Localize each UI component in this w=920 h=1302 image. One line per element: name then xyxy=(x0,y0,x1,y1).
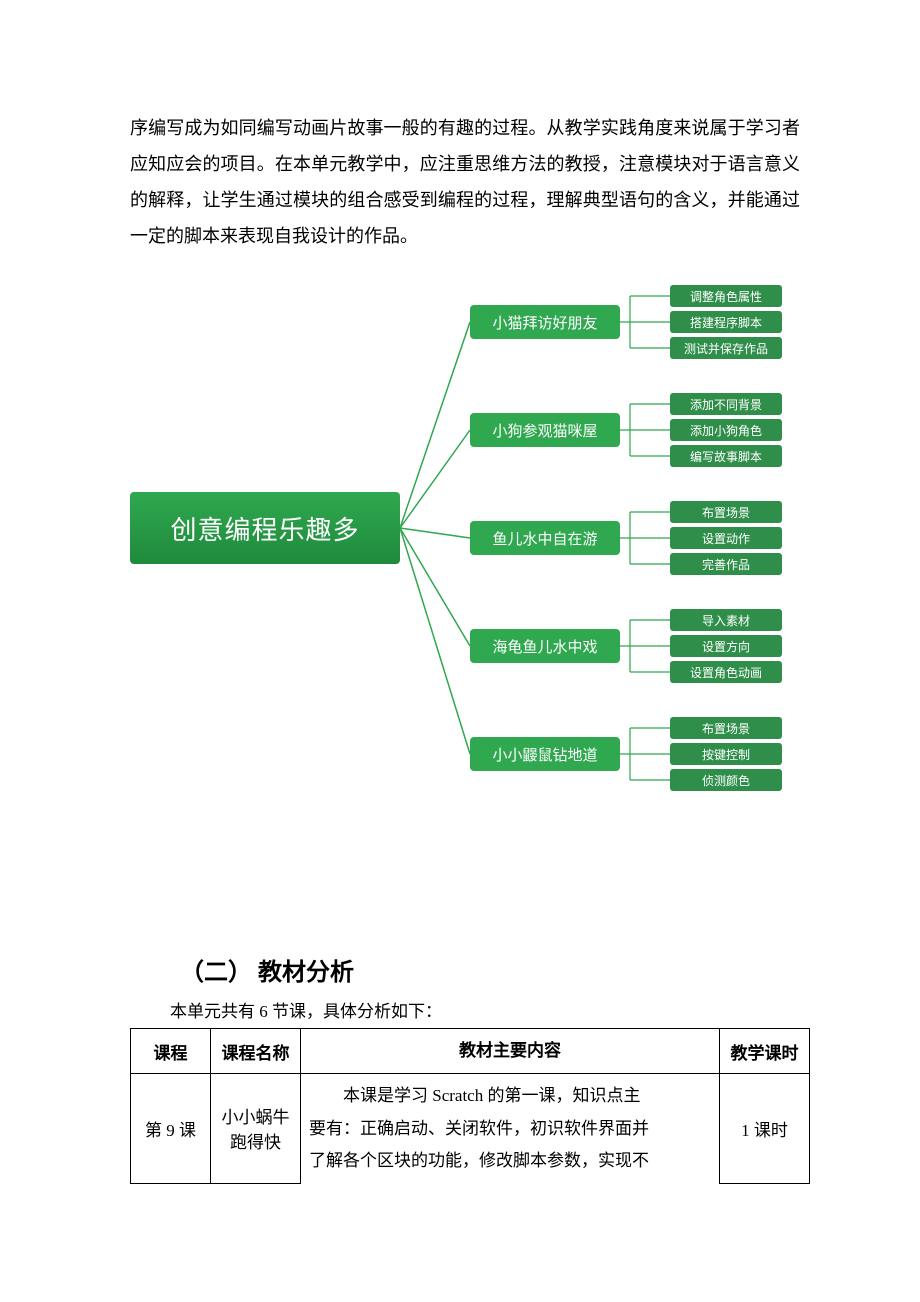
cell-hours: 1 课时 xyxy=(720,1074,810,1183)
section-2-heading: （二） 教材分析 xyxy=(180,952,800,987)
content-line: 了解各个区块的功能，修改脚本参数，实现不 xyxy=(309,1151,649,1170)
mindmap-leaf-node: 添加不同背景 xyxy=(670,393,782,415)
mindmap-leaf-node: 导入素材 xyxy=(670,609,782,631)
table-header-row: 课程 课程名称 教材主要内容 教学课时 xyxy=(131,1029,810,1074)
mindmap-leaf-node: 搭建程序脚本 xyxy=(670,311,782,333)
mindmap-leaf-node: 设置角色动画 xyxy=(670,661,782,683)
mindmap-leaf-node: 测试并保存作品 xyxy=(670,337,782,359)
mindmap-leaf-node: 设置方向 xyxy=(670,635,782,657)
cell-name-text: 小小蜗牛跑得快 xyxy=(222,1108,290,1152)
table-row: 第 9 课 小小蜗牛跑得快 本课是学习 Scratch 的第一课，知识点主 要有… xyxy=(131,1074,810,1183)
col-header-hours: 教学课时 xyxy=(720,1029,810,1074)
mindmap-root-node: 创意编程乐趣多 xyxy=(130,492,400,564)
mindmap-leaf-node: 按键控制 xyxy=(670,743,782,765)
mindmap-sub-node: 鱼儿水中自在游 xyxy=(470,521,620,555)
content-line: 本课是学习 Scratch 的第一课，知识点主 xyxy=(309,1080,711,1112)
mindmap-leaf-node: 添加小狗角色 xyxy=(670,419,782,441)
col-header-content: 教材主要内容 xyxy=(301,1029,720,1074)
mindmap-leaf-node: 布置场景 xyxy=(670,501,782,523)
mindmap-sub-node: 小狗参观猫咪屋 xyxy=(470,413,620,447)
mindmap-diagram: 创意编程乐趣多 小猫拜访好朋友 调整角色属性搭建程序脚本测试并保存作品小狗参观猫咪屋… xyxy=(130,262,800,822)
content-line: 要有：正确启动、关闭软件，初识软件界面并 xyxy=(309,1119,649,1138)
mindmap-sub-node: 海龟鱼儿水中戏 xyxy=(470,629,620,663)
cell-course: 第 9 课 xyxy=(131,1074,211,1183)
mindmap-sub-node: 小小鼹鼠钻地道 xyxy=(470,737,620,771)
cell-content: 本课是学习 Scratch 的第一课，知识点主 要有：正确启动、关闭软件，初识软… xyxy=(301,1074,720,1183)
mindmap-sub-node: 小猫拜访好朋友 xyxy=(470,305,620,339)
intro-paragraph: 序编写成为如同编写动画片故事一般的有趣的过程。从教学实践角度来说属于学习者应知应… xyxy=(130,110,800,254)
mindmap-leaf-node: 编写故事脚本 xyxy=(670,445,782,467)
mindmap-leaf-node: 侦测颜色 xyxy=(670,769,782,791)
mindmap-leaf-node: 设置动作 xyxy=(670,527,782,549)
col-header-course: 课程 xyxy=(131,1029,211,1074)
mindmap-leaf-node: 调整角色属性 xyxy=(670,285,782,307)
section-2-intro: 本单元共有 6 节课，具体分析如下： xyxy=(170,997,800,1022)
col-header-name: 课程名称 xyxy=(211,1029,301,1074)
mindmap-leaf-node: 完善作品 xyxy=(670,553,782,575)
cell-name: 小小蜗牛跑得快 xyxy=(211,1074,301,1183)
document-page: 序编写成为如同编写动画片故事一般的有趣的过程。从教学实践角度来说属于学习者应知应… xyxy=(0,0,920,1244)
mindmap-leaf-node: 布置场景 xyxy=(670,717,782,739)
analysis-table: 课程 课程名称 教材主要内容 教学课时 第 9 课 小小蜗牛跑得快 本课是学习 … xyxy=(130,1028,810,1184)
